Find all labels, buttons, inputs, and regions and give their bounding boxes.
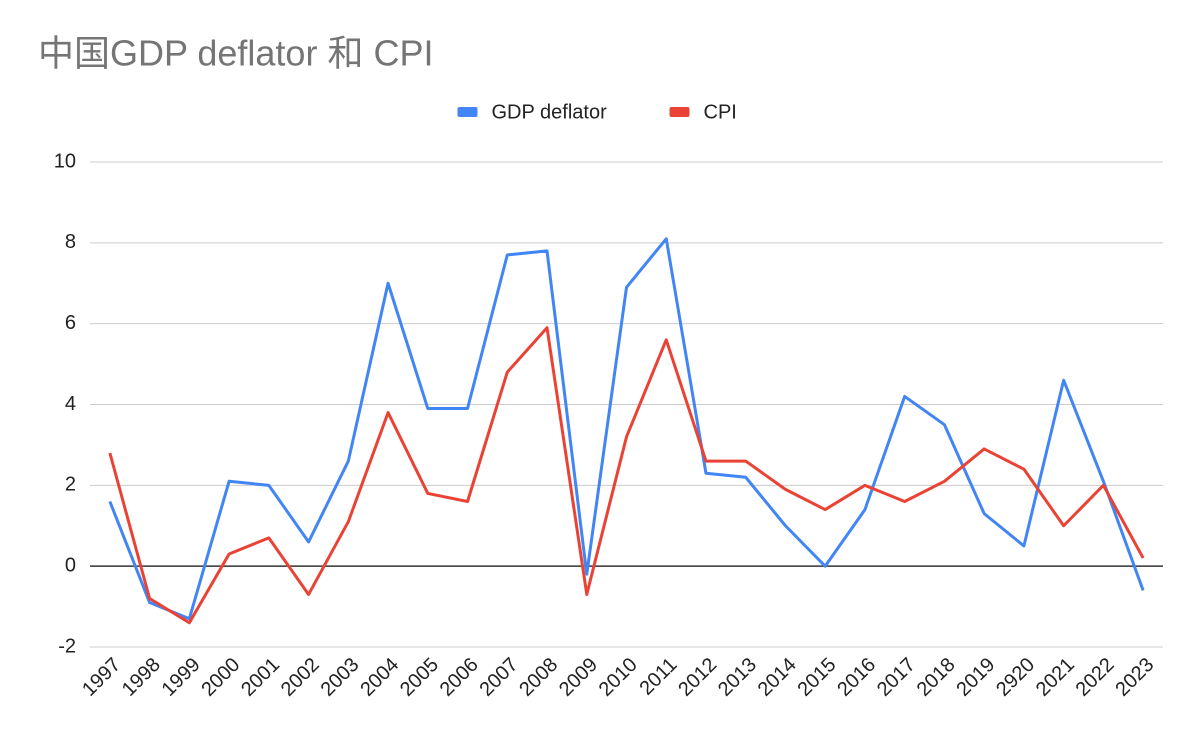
- x-tick-label: 2015: [793, 654, 840, 701]
- x-tick-label: 2004: [356, 654, 403, 701]
- x-tick-label: 2007: [476, 654, 523, 701]
- x-tick-label: 2006: [436, 654, 483, 701]
- x-tick-label: 1999: [158, 654, 205, 701]
- x-tick-label: 2012: [674, 654, 721, 701]
- x-tick-label: 2014: [754, 654, 801, 701]
- x-tick-label: 2010: [595, 654, 642, 701]
- x-tick-label: 2009: [555, 654, 602, 701]
- x-tick-label: 2019: [952, 654, 999, 701]
- x-tick-label: 2000: [197, 654, 244, 701]
- x-tick-label: 2002: [277, 654, 324, 701]
- series-line: [108, 326, 1145, 625]
- x-tick-label: 2016: [833, 654, 880, 701]
- x-tick-label: 2018: [913, 654, 960, 701]
- x-tick-label: 2013: [714, 654, 761, 701]
- y-tick-label: 10: [54, 150, 76, 172]
- y-tick-label: -2: [58, 635, 76, 657]
- legend-swatch: [457, 107, 478, 117]
- x-tick-label: 2021: [1032, 654, 1079, 701]
- legend-swatch: [669, 107, 690, 117]
- y-tick-label: 8: [65, 231, 76, 253]
- x-tick-label: 2003: [317, 654, 364, 701]
- series-line: [108, 237, 1145, 621]
- x-tick-label: 2022: [1072, 654, 1119, 701]
- x-tick-label: 1998: [118, 654, 165, 701]
- legend-label: GDP deflator: [492, 101, 608, 123]
- x-tick-label: 2008: [515, 654, 562, 701]
- legend-label: CPI: [704, 101, 737, 123]
- x-tick-label: 2023: [1111, 654, 1158, 701]
- y-tick-label: 2: [65, 474, 76, 496]
- chart-title: 中国GDP deflator 和 CPI: [38, 33, 433, 74]
- y-tick-label: 0: [65, 554, 76, 576]
- x-tick-label: 1997: [78, 654, 125, 701]
- x-tick-label: 2005: [396, 654, 443, 701]
- x-tick-label: 2001: [237, 654, 284, 701]
- y-tick-label: 4: [65, 393, 76, 415]
- x-tick-label: 2920: [992, 654, 1039, 701]
- y-tick-label: 6: [65, 312, 76, 334]
- x-tick-label: 2017: [873, 654, 920, 701]
- x-tick-label: 2011: [636, 654, 682, 700]
